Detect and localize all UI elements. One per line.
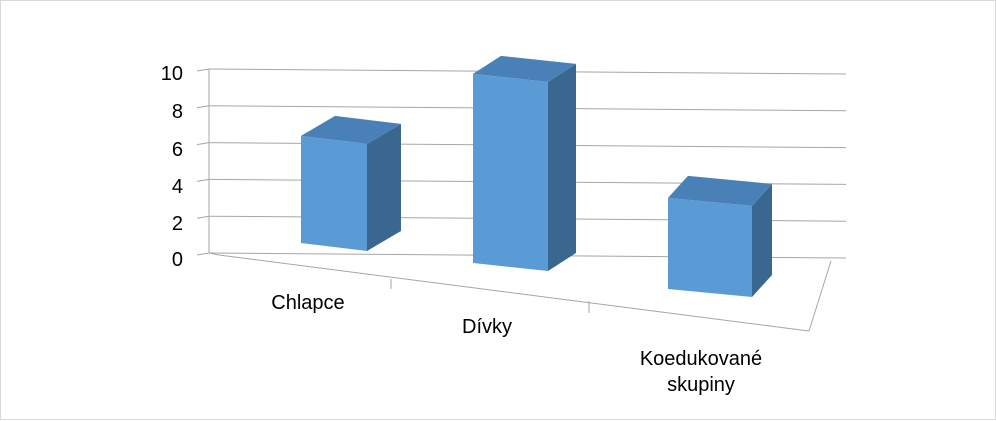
- x-axis-line: [218, 254, 810, 332]
- tick-mark: [196, 178, 210, 182]
- x-category-label: Koedukované skupiny: [640, 348, 762, 396]
- x-axis-labels: Chlapce Dívky Koedukované skupiny: [271, 292, 762, 396]
- x-category-label: Dívky: [462, 316, 512, 338]
- tick-mark: [196, 68, 210, 72]
- bar: [668, 175, 772, 297]
- bar-top-face: [668, 175, 772, 206]
- y-tick-label: 6: [172, 139, 183, 161]
- bar-side-face: [367, 123, 401, 251]
- x-category-label-line: Chlapce: [271, 292, 344, 314]
- axes: [208, 69, 846, 332]
- x-category-label-line: Dívky: [462, 316, 512, 338]
- bar-top-face: [473, 55, 576, 82]
- tick-mark: [196, 142, 210, 146]
- floor-right-edge: [808, 260, 832, 332]
- tick-mark: [196, 105, 210, 109]
- tick-mark: [196, 215, 210, 219]
- y-tick-label: 8: [172, 101, 183, 123]
- bar-side-face: [548, 63, 576, 272]
- x-category-label-line: Koedukované: [640, 348, 762, 370]
- bar-top-face: [301, 115, 401, 144]
- bar-front-face: [301, 135, 367, 251]
- floor-edge: [208, 252, 220, 256]
- y-tick-label: 4: [172, 176, 183, 198]
- tick-mark: [196, 252, 210, 256]
- bars: [301, 55, 772, 297]
- hidden-edge: [831, 71, 846, 261]
- bar-front-face: [473, 73, 548, 272]
- bar-side-face: [752, 183, 772, 297]
- x-category-label-line: skupiny: [667, 374, 735, 396]
- bar: [473, 55, 576, 272]
- bar: [301, 115, 401, 251]
- y-tick-label: 10: [161, 63, 183, 85]
- y-tick-label: 2: [172, 213, 183, 235]
- x-category-label: Chlapce: [271, 292, 344, 314]
- bar-front-face: [668, 197, 752, 297]
- y-axis-ticks: 0 2 4 6 8 10: [161, 63, 183, 271]
- y-tick-label: 0: [172, 249, 183, 271]
